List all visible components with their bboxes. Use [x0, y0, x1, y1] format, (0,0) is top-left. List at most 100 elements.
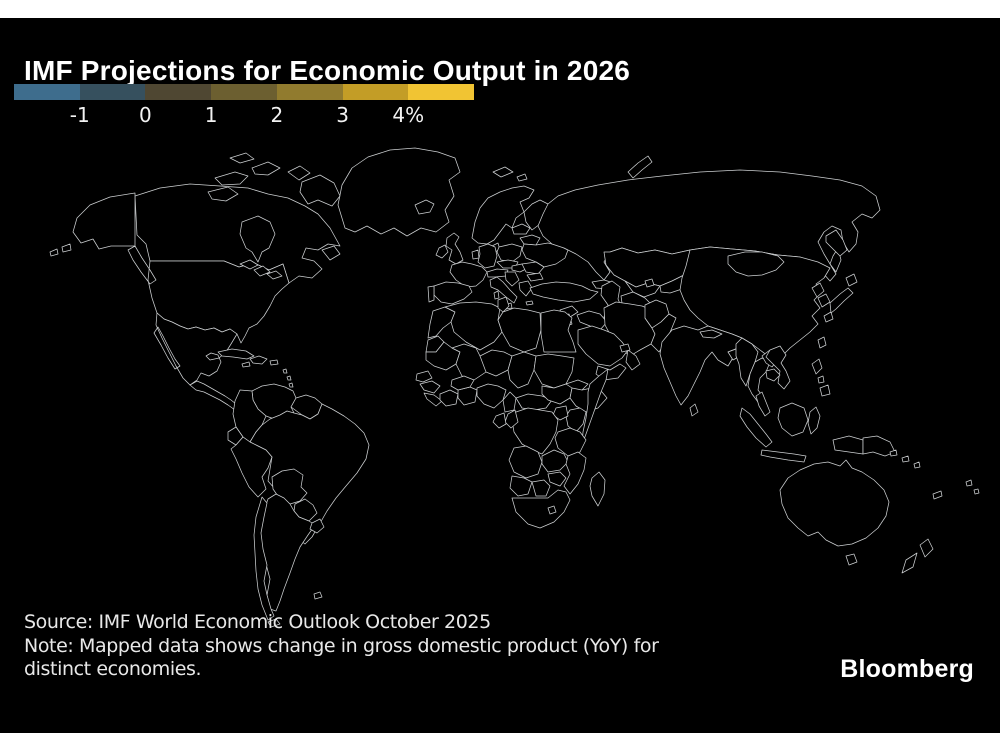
country-spain	[433, 281, 473, 305]
country-sri-lanka	[689, 403, 699, 417]
country-kenya	[565, 407, 587, 433]
country-angola	[508, 445, 543, 479]
country-namibia	[509, 475, 533, 497]
country-new-zealand	[901, 538, 934, 574]
country-botswana	[531, 479, 551, 497]
country-central-african-republic	[515, 393, 553, 411]
country-tanzania	[554, 427, 587, 457]
sea-of-okhotsk	[825, 229, 848, 257]
country-peru	[230, 436, 273, 498]
country-south-korea	[817, 293, 831, 308]
country-thailand	[747, 357, 771, 403]
great-lakes	[239, 259, 283, 280]
country-mexico	[153, 312, 238, 386]
country-malaysia	[755, 391, 771, 417]
country-ukraine	[521, 242, 569, 268]
country-cambodia	[765, 368, 781, 382]
country-canada	[134, 152, 341, 284]
country-chile	[253, 496, 281, 628]
country-egypt	[540, 309, 577, 353]
country-oman	[625, 349, 641, 371]
legend-tick-label: 2	[270, 103, 284, 127]
country-philippines	[811, 358, 831, 397]
country-papua-new-guinea	[862, 435, 896, 457]
country-usa	[49, 192, 290, 344]
legend-tick-label: 1	[204, 103, 218, 127]
country-turkey	[529, 281, 599, 303]
country-vietnam	[765, 345, 791, 390]
country-drc	[511, 407, 559, 455]
country-russia	[537, 155, 881, 282]
country-iraq	[576, 310, 608, 331]
country-china	[679, 246, 831, 363]
islands-falklands	[313, 591, 323, 600]
country-libya	[497, 307, 542, 353]
country-zambia	[541, 449, 569, 473]
legend-segment-5	[342, 84, 409, 100]
island-new-caledonia	[932, 490, 943, 500]
country-poland	[496, 243, 523, 263]
legend-color-bar	[14, 84, 475, 100]
country-cuba	[217, 348, 255, 360]
country-cameroon	[502, 391, 517, 413]
legend-tick-label: 0	[139, 103, 152, 127]
legend-tick-label: 4%	[392, 103, 425, 127]
country-senegal	[415, 370, 433, 383]
chart-card	[0, 18, 1000, 733]
chart-title: IMF Projections for Economic Output in 2…	[24, 54, 631, 86]
region-malawi-mozambique	[563, 451, 587, 495]
country-nigeria	[476, 383, 507, 409]
region-sierra-leone-liberia	[423, 392, 443, 407]
legend-segment-1	[79, 84, 146, 100]
country-portugal	[427, 285, 435, 303]
legend-segment-2	[145, 84, 212, 100]
country-uruguay	[309, 518, 325, 534]
country-tunisia	[497, 296, 510, 313]
country-madagascar	[589, 471, 606, 507]
country-indonesia	[739, 402, 864, 463]
islands-lesser-antilles	[282, 368, 294, 388]
legend-segment-0	[14, 84, 80, 100]
country-chad	[507, 351, 537, 389]
region-central-america	[189, 380, 241, 411]
country-south-africa	[511, 489, 571, 529]
country-lesotho	[547, 505, 557, 515]
source-text: Source: IMF World Economic Outlook Octob…	[24, 611, 491, 633]
country-greenland	[337, 147, 461, 237]
country-north-korea	[811, 282, 825, 298]
island-hispaniola	[249, 355, 279, 366]
legend-segment-3	[211, 84, 277, 100]
country-india	[659, 325, 743, 406]
legend-tick-label: -1	[69, 103, 90, 127]
hudson-bay	[239, 215, 276, 263]
region-ghana-togo-benin	[457, 386, 478, 406]
country-bulgaria	[526, 272, 544, 282]
country-burkina-faso	[450, 375, 475, 391]
country-iceland	[414, 199, 435, 215]
country-germany	[477, 243, 498, 269]
country-somalia	[581, 368, 609, 446]
country-gabon	[492, 412, 507, 429]
country-nepal	[699, 329, 723, 339]
country-algeria	[444, 301, 503, 351]
country-zimbabwe	[547, 471, 567, 487]
country-ivory-coast	[439, 389, 459, 407]
legend-tick-label: 3	[336, 103, 349, 127]
legend-segment-4	[276, 84, 343, 100]
country-mongolia	[727, 251, 785, 277]
legend-segment-6	[408, 84, 475, 100]
islands-solomons	[889, 449, 921, 469]
bloomberg-logo: Bloomberg	[840, 655, 974, 683]
legend-tick-labels: -1 0 1 2 3 4%	[14, 103, 474, 129]
country-ireland	[435, 244, 449, 259]
island-jamaica	[241, 361, 251, 368]
country-saudi-arabia	[577, 325, 629, 367]
country-romania	[521, 261, 545, 275]
country-belarus	[519, 234, 541, 246]
aral-sea	[644, 278, 655, 288]
region-balkans	[504, 271, 520, 287]
country-sudan	[533, 353, 575, 389]
country-greece	[518, 280, 534, 306]
region-norway-sweden	[471, 166, 535, 245]
